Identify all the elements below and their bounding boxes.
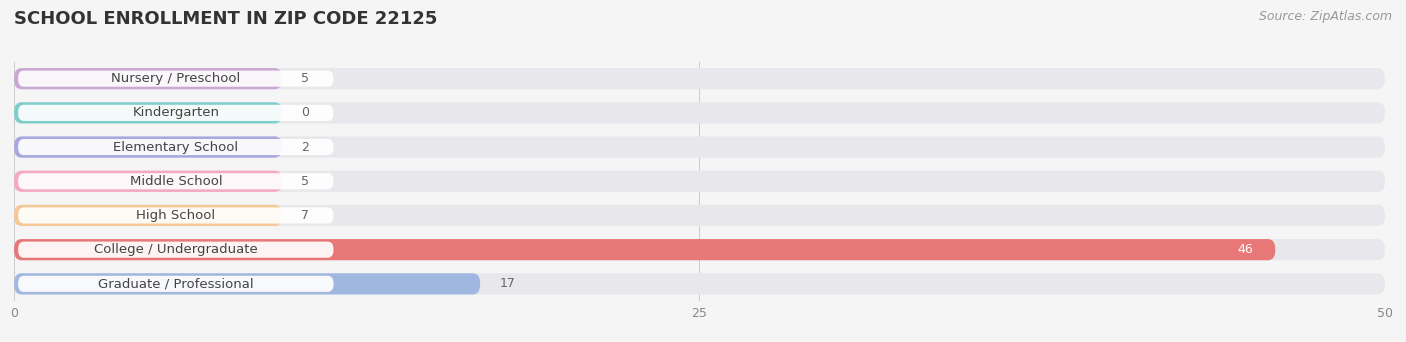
Text: 5: 5 — [301, 72, 309, 85]
FancyBboxPatch shape — [14, 68, 1385, 89]
FancyBboxPatch shape — [14, 102, 1385, 123]
Text: Graduate / Professional: Graduate / Professional — [98, 277, 253, 290]
Text: SCHOOL ENROLLMENT IN ZIP CODE 22125: SCHOOL ENROLLMENT IN ZIP CODE 22125 — [14, 10, 437, 28]
Text: Middle School: Middle School — [129, 175, 222, 188]
FancyBboxPatch shape — [14, 102, 283, 123]
FancyBboxPatch shape — [18, 207, 333, 224]
FancyBboxPatch shape — [18, 105, 333, 121]
FancyBboxPatch shape — [14, 205, 1385, 226]
FancyBboxPatch shape — [18, 70, 333, 87]
FancyBboxPatch shape — [18, 139, 333, 155]
Text: 5: 5 — [301, 175, 309, 188]
FancyBboxPatch shape — [14, 136, 1385, 158]
FancyBboxPatch shape — [18, 276, 333, 292]
FancyBboxPatch shape — [14, 205, 283, 226]
Text: 7: 7 — [301, 209, 309, 222]
Text: College / Undergraduate: College / Undergraduate — [94, 243, 257, 256]
FancyBboxPatch shape — [14, 273, 481, 294]
FancyBboxPatch shape — [14, 239, 1275, 260]
FancyBboxPatch shape — [18, 241, 333, 258]
Text: Nursery / Preschool: Nursery / Preschool — [111, 72, 240, 85]
Text: 0: 0 — [301, 106, 309, 119]
Text: 46: 46 — [1237, 243, 1253, 256]
FancyBboxPatch shape — [14, 171, 1385, 192]
Text: 17: 17 — [499, 277, 515, 290]
Text: High School: High School — [136, 209, 215, 222]
FancyBboxPatch shape — [14, 171, 283, 192]
Text: Elementary School: Elementary School — [114, 141, 239, 154]
FancyBboxPatch shape — [14, 239, 1385, 260]
FancyBboxPatch shape — [14, 136, 283, 158]
Text: 2: 2 — [301, 141, 309, 154]
FancyBboxPatch shape — [18, 173, 333, 189]
Text: Source: ZipAtlas.com: Source: ZipAtlas.com — [1258, 10, 1392, 23]
FancyBboxPatch shape — [14, 273, 1385, 294]
FancyBboxPatch shape — [14, 68, 283, 89]
Text: Kindergarten: Kindergarten — [132, 106, 219, 119]
